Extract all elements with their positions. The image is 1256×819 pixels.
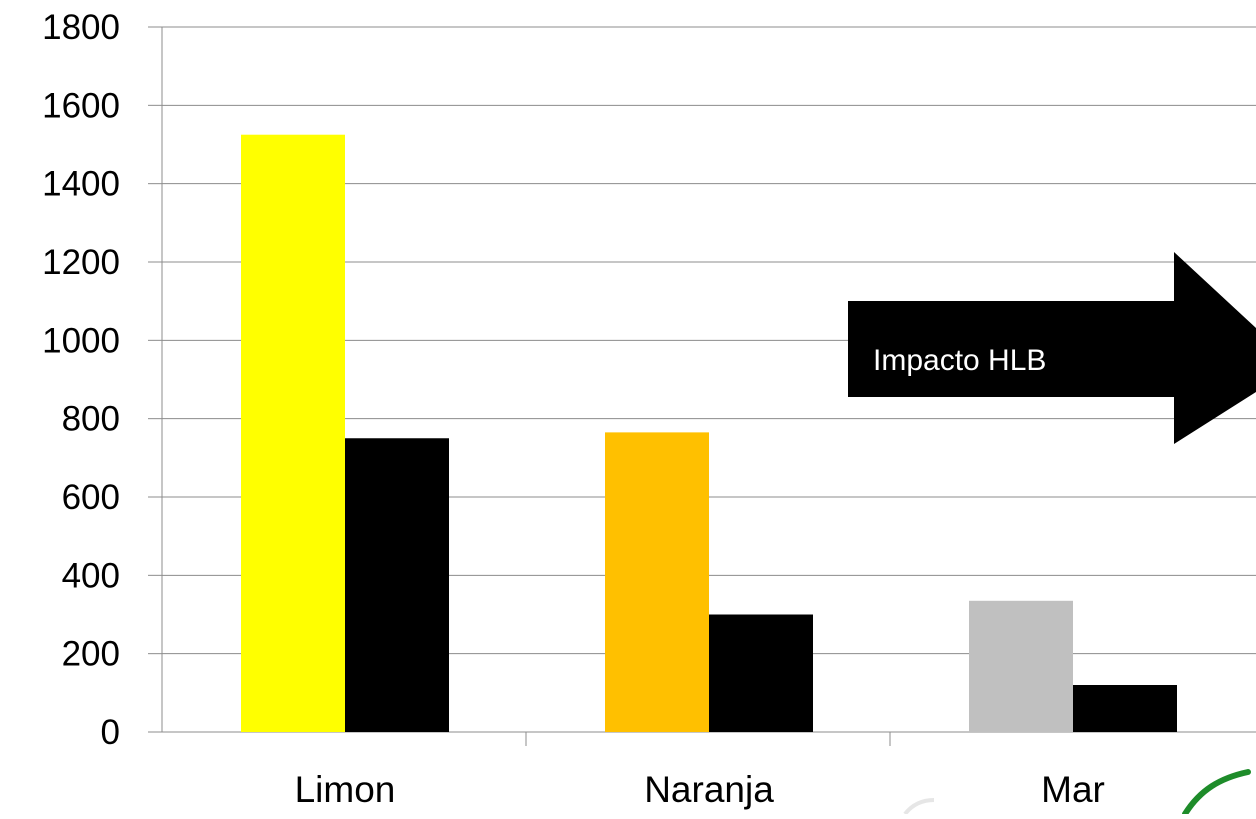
y-tick-label: 1400: [42, 165, 120, 204]
y-tick-label: 0: [101, 713, 120, 752]
y-tick-label: 800: [62, 400, 120, 439]
impact-arrow: Impacto HLB: [848, 252, 1256, 444]
bar-mar-series-2: [1073, 685, 1177, 732]
arrow-shape: [848, 252, 1256, 444]
bar-naranja-series-2: [709, 614, 813, 732]
y-tick-label: 200: [62, 635, 120, 674]
x-tick-label: Limon: [295, 769, 396, 810]
y-tick-label: 1800: [42, 8, 120, 47]
bars: [241, 134, 1177, 733]
y-tick-labels: 0 200 400 600 800 1000 1200 1400 1600 1800: [42, 8, 120, 752]
x-tick-label: Naranja: [644, 769, 774, 810]
bar-limon-series-2: [345, 438, 449, 732]
y-tick-label: 1200: [42, 243, 120, 282]
bar-mar-series-1: [969, 600, 1073, 732]
arrow-label: Impacto HLB: [873, 344, 1046, 377]
y-tick-label: 1600: [42, 86, 120, 125]
logo-swoosh-icon: [903, 769, 1251, 817]
bar-naranja-series-1: [605, 432, 709, 732]
bar-limon-series-1: [241, 134, 345, 733]
x-tick-label: Mar: [1041, 769, 1105, 810]
y-tick-label: 1000: [42, 321, 120, 360]
x-tick-labels: Limon Naranja Mar: [295, 769, 1105, 810]
y-tick-label: 400: [62, 556, 120, 595]
y-tick-label: 600: [62, 478, 120, 517]
